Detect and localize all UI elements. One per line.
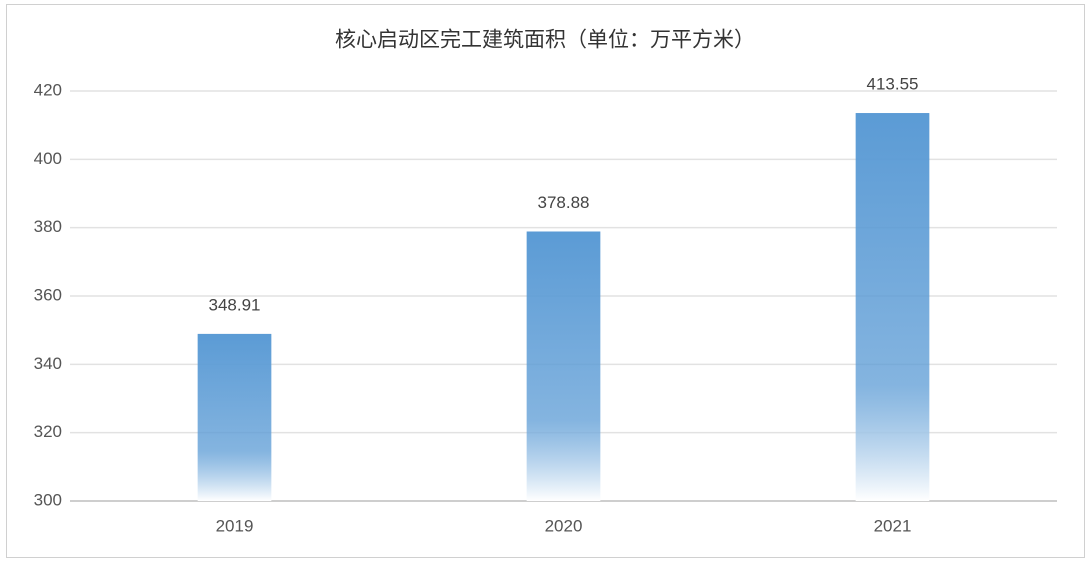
- bar: [526, 231, 601, 501]
- x-tick-label: 2019: [216, 516, 254, 535]
- y-tick-label: 380: [34, 217, 62, 236]
- bar: [855, 113, 930, 501]
- y-tick-label: 400: [34, 149, 62, 168]
- chart-title: 核心启动区完工建筑面积（单位：万平方米）: [335, 29, 755, 52]
- y-tick-label: 420: [34, 80, 62, 99]
- y-tick-label: 340: [34, 354, 62, 373]
- data-label: 348.91: [209, 295, 261, 314]
- x-tick-label: 2021: [874, 516, 912, 535]
- y-tick-label: 360: [34, 285, 62, 304]
- data-label: 378.88: [538, 193, 590, 212]
- y-tick-label: 300: [34, 490, 62, 509]
- bar: [197, 333, 272, 501]
- y-tick-label: 320: [34, 422, 62, 441]
- x-tick-label: 2020: [545, 516, 583, 535]
- data-label: 413.55: [867, 75, 919, 94]
